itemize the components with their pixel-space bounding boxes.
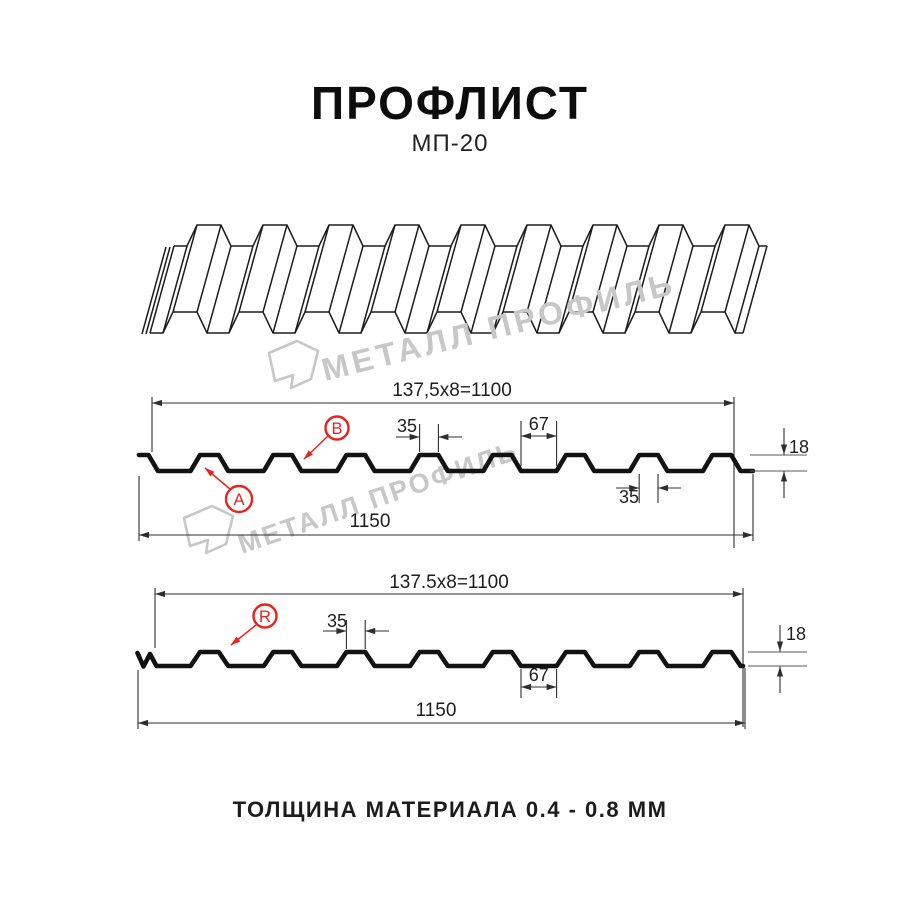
point-label-r: R (230, 603, 278, 646)
profile-sheet-3d-view (141, 224, 768, 335)
rib-width-dimension: 35 (323, 611, 389, 649)
cross-section-reverse: 137.5x8=1100 R 35 (135, 572, 807, 729)
pitch-dimension-label: 137,5x8=1100 (392, 380, 512, 401)
overall-width-dimension: 1150 (137, 668, 746, 729)
rib-width-dimension: 35 (396, 416, 462, 452)
material-thickness-note: ТОЛЩИНА МАТЕРИАЛА 0.4 - 0.8 ММ (232, 797, 668, 822)
watermark-upper: МЕТАЛЛ ПРОФИЛЬ (267, 265, 679, 390)
metall-profil-logo-icon (182, 504, 235, 555)
overall-width-dimension: 1150 (138, 474, 754, 541)
svg-text:35: 35 (327, 611, 347, 631)
profile-outline-front (136, 452, 756, 474)
svg-text:B: B (331, 420, 342, 438)
svg-text:18: 18 (789, 437, 809, 457)
metall-profil-logo-icon (267, 339, 320, 390)
svg-text:67: 67 (529, 414, 549, 434)
valley-width-dimension: 67 (520, 414, 558, 466)
svg-text:35: 35 (397, 416, 417, 436)
svg-text:R: R (259, 608, 271, 626)
cross-section-front: 137,5x8=1100 B A (136, 380, 809, 548)
svg-text:18: 18 (786, 624, 806, 644)
rib-width-dimension-bottom: 35 (616, 474, 681, 507)
svg-text:67: 67 (529, 665, 549, 685)
height-dimension: 18 (750, 428, 809, 498)
svg-text:A: A (233, 491, 244, 509)
height-dimension: 18 (748, 624, 807, 693)
point-label-b: B (303, 415, 350, 460)
svg-text:35: 35 (619, 487, 639, 507)
valley-width-dimension: 67 (520, 665, 558, 698)
page-title: ПРОФЛИСТ (311, 77, 589, 129)
profile-outline-reverse (135, 649, 746, 669)
svg-text:1150: 1150 (416, 700, 457, 721)
pitch-dimension-label: 137.5x8=1100 (389, 572, 509, 593)
watermark-brand-text: МЕТАЛЛ ПРОФИЛЬ (318, 265, 679, 388)
point-label-a: A (204, 467, 254, 514)
profile-model-subtitle: МП-20 (411, 130, 489, 157)
svg-text:1150: 1150 (350, 511, 391, 532)
